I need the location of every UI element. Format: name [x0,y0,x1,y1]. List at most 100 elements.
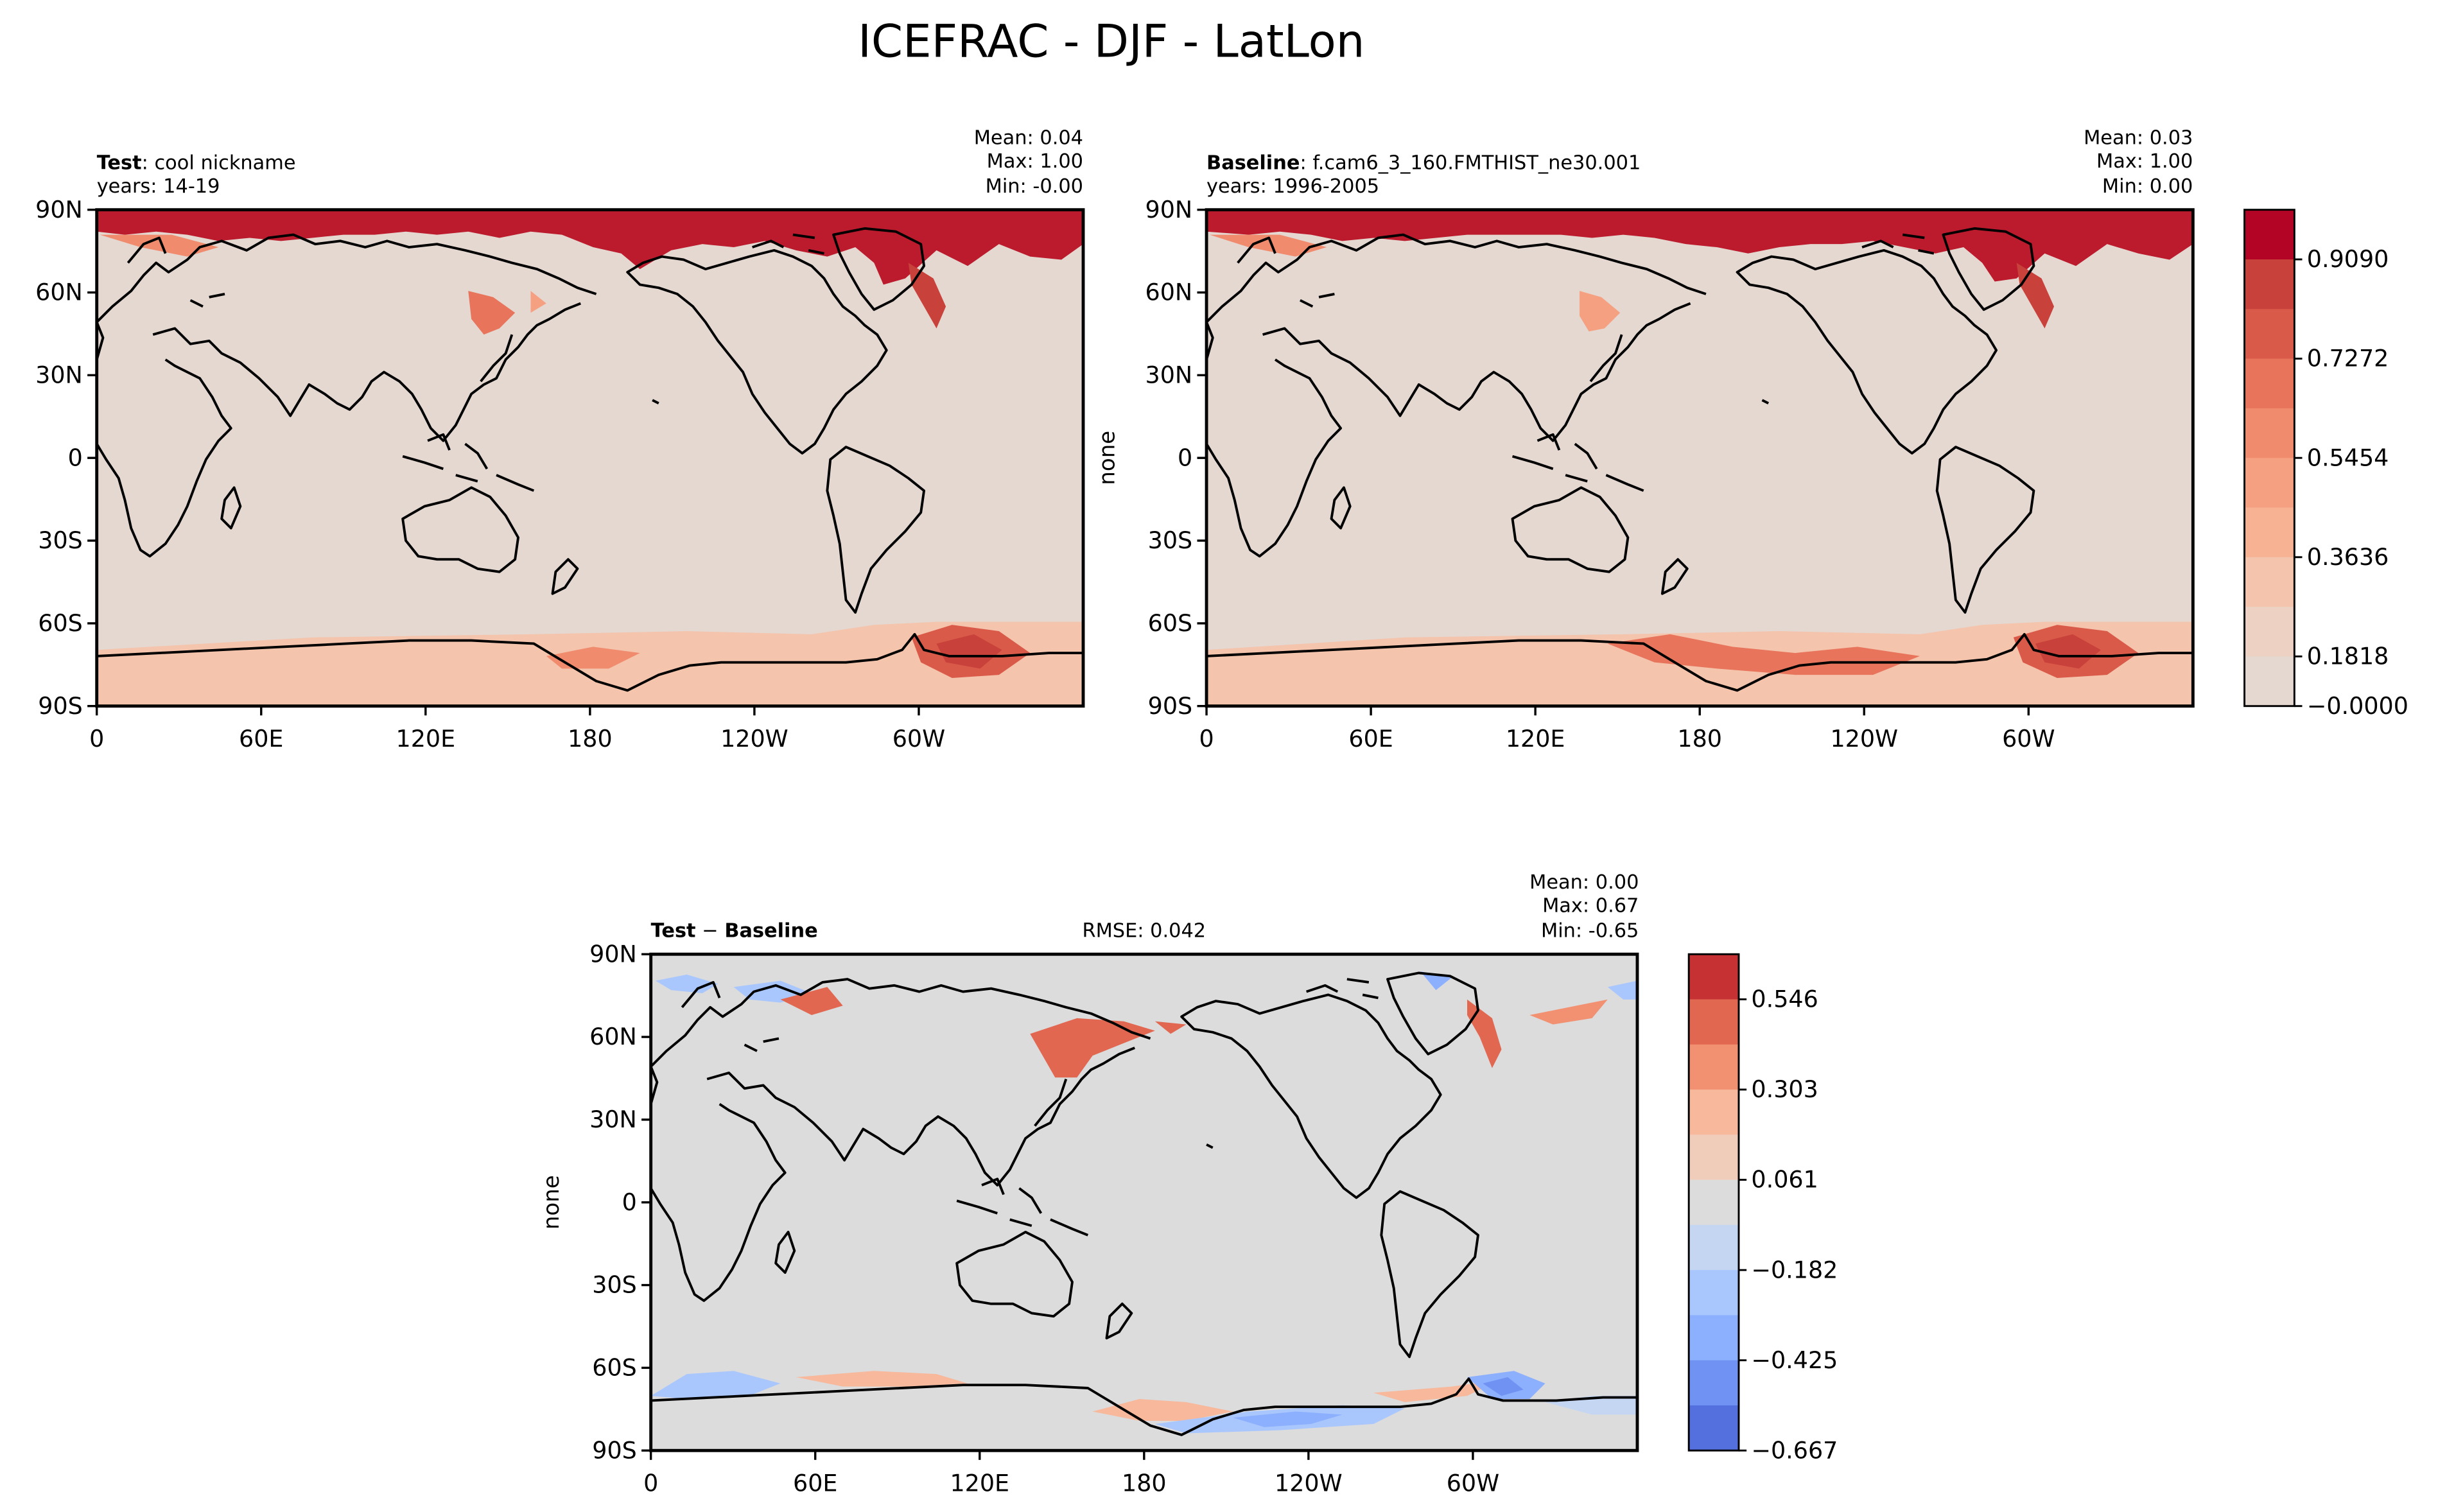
max-stat: Max: 1.00 [2096,150,2193,173]
colorbar-label: −0.0000 [2307,692,2408,720]
panel-baseline: Baseline: f.cam6_3_160.FMTHIST_ne30.001 … [1095,127,2195,752]
lon-tick-label: 60E [1348,725,1393,752]
lat-tick-label: 90S [38,692,83,720]
colorbar-segment [1689,1405,1739,1452]
lon-tick-label: 180 [568,725,613,752]
colorbar-label: 0.5454 [2307,444,2389,471]
lat-tick-label: 60S [592,1354,637,1382]
colorbar-segment [2244,607,2295,657]
lat-tick-label: 60N [35,279,83,306]
figure-title: ICEFRAC - DJF - LatLon [858,15,1364,67]
lat-tick-label: 60N [589,1023,637,1050]
min-stat: Min: -0.00 [986,175,1083,198]
colorbar-label: 0.546 [1751,986,1818,1013]
colorbar-label: 0.3636 [2307,543,2389,571]
lon-tick-label: 180 [1122,1469,1167,1497]
y-axis-label: none [539,1175,564,1230]
lon-tick-label: 120W [720,725,788,752]
y-axis-label: none [1095,431,1120,485]
colorbar-segment [2244,358,2295,410]
lon-tick-label: 120E [396,725,456,752]
lon-tick-label: 120W [1830,725,1898,752]
lat-tick-label: 90N [1145,196,1193,223]
lat-tick-label: 30S [592,1271,637,1299]
colorbar-segment [1689,1360,1739,1407]
lon-tick-label: 0 [89,725,104,752]
min-stat: Min: 0.00 [2102,175,2193,198]
colorbar-label: −0.182 [1751,1256,1838,1283]
colorbar-segment [2244,259,2295,310]
rmse-label: RMSE: 0.042 [1082,919,1206,942]
lon-tick-label: 60E [793,1469,837,1497]
lon-ticks: 0 60E 120E 180 120W 60W [89,706,945,752]
colorbar-segment [2244,209,2295,261]
lat-tick-label: 60N [1145,279,1193,306]
lat-tick-label: 30N [1145,361,1193,389]
colorbar-segment [1689,999,1739,1045]
lon-tick-label: 180 [1677,725,1722,752]
colorbar-segment [1689,1224,1739,1271]
lat-ticks: 90N 60N 30N 0 30S 60S 90S [589,940,651,1464]
lat-tick-label: 0 [622,1188,637,1216]
arctic-ice-area [96,209,1084,285]
colorbar-segment [2244,458,2295,508]
lat-tick-label: 90N [589,940,637,968]
colorbar-label: 0.7272 [2307,345,2389,372]
panel-test: Test: cool nickname years: 14-19 Mean: 0… [35,127,1085,752]
colorbar-frame [1687,953,1740,1452]
colorbar-label: 0.061 [1751,1166,1818,1194]
colorbar-difference: 0.546 0.303 0.061 −0.182 −0.425 −0.667 [1687,953,1838,1464]
colorbar-segment [2244,656,2295,707]
lon-tick-label: 0 [1199,725,1214,752]
max-stat: Max: 0.67 [1542,895,1639,917]
colorbar-label: −0.425 [1751,1346,1838,1374]
colorbar-segment [1689,1044,1739,1091]
mean-stat: Mean: 0.03 [2084,127,2193,150]
arctic-ice-area [1206,209,2193,282]
years-label: years: 1996-2005 [1206,175,1379,198]
colorbar-segment [1689,1134,1739,1181]
colorbar-segment [2244,507,2295,559]
lat-tick-label: 30S [1148,526,1193,554]
colorbar-segment [2244,557,2295,608]
lon-tick-label: 0 [643,1469,658,1497]
colorbar-label: 0.9090 [2307,245,2389,273]
panel-label: Baseline: f.cam6_3_160.FMTHIST_ne30.001 [1206,152,1641,174]
mean-stat: Mean: 0.04 [974,127,1083,150]
lon-tick-label: 60W [892,725,945,752]
lat-tick-label: 90S [1148,692,1193,720]
lat-tick-label: 90S [592,1436,637,1464]
panel-label: Test − Baseline [651,919,818,942]
colorbar-segment [2244,309,2295,360]
colorbar-segment [1689,1270,1739,1316]
lon-tick-label: 60W [2002,725,2055,752]
lat-tick-label: 0 [1178,444,1192,471]
colorbar-segment [1689,1179,1739,1226]
colorbar-segment [1689,954,1739,1000]
lon-tick-label: 60W [1447,1469,1499,1497]
lat-tick-label: 60S [38,609,83,637]
lat-tick-label: 30S [38,526,83,554]
lat-tick-label: 30N [589,1106,637,1133]
lon-ticks: 0 60E 120E 180 120W 60W [643,1450,1499,1497]
colorbar-label: 0.1818 [2307,643,2389,670]
lat-ticks: 90N 60N 30N 0 30S 60S 90S [1145,196,1207,720]
years-label: years: 14-19 [97,175,220,198]
lat-tick-label: 30N [35,361,83,389]
colorbar-segment [1689,1090,1739,1136]
min-stat: Min: -0.65 [1541,919,1639,942]
panel-difference: Test − Baseline RMSE: 0.042 Mean: 0.00 M… [539,871,1639,1497]
mean-stat: Mean: 0.00 [1529,871,1639,894]
lon-tick-label: 60E [239,725,283,752]
lat-tick-label: 60S [1148,609,1193,637]
colorbar-segment [1689,1315,1739,1361]
lon-tick-label: 120E [950,1469,1009,1497]
lon-tick-label: 120W [1275,1469,1343,1497]
panel-label: Test: cool nickname [97,152,296,174]
colorbar-segment [2244,408,2295,459]
lat-tick-label: 0 [68,444,83,471]
lat-tick-label: 90N [35,196,83,223]
colorbar-main: 0.9090 0.7272 0.5454 0.3636 0.1818 −0.0000 [2243,209,2408,720]
colorbar-label: 0.303 [1751,1075,1818,1103]
